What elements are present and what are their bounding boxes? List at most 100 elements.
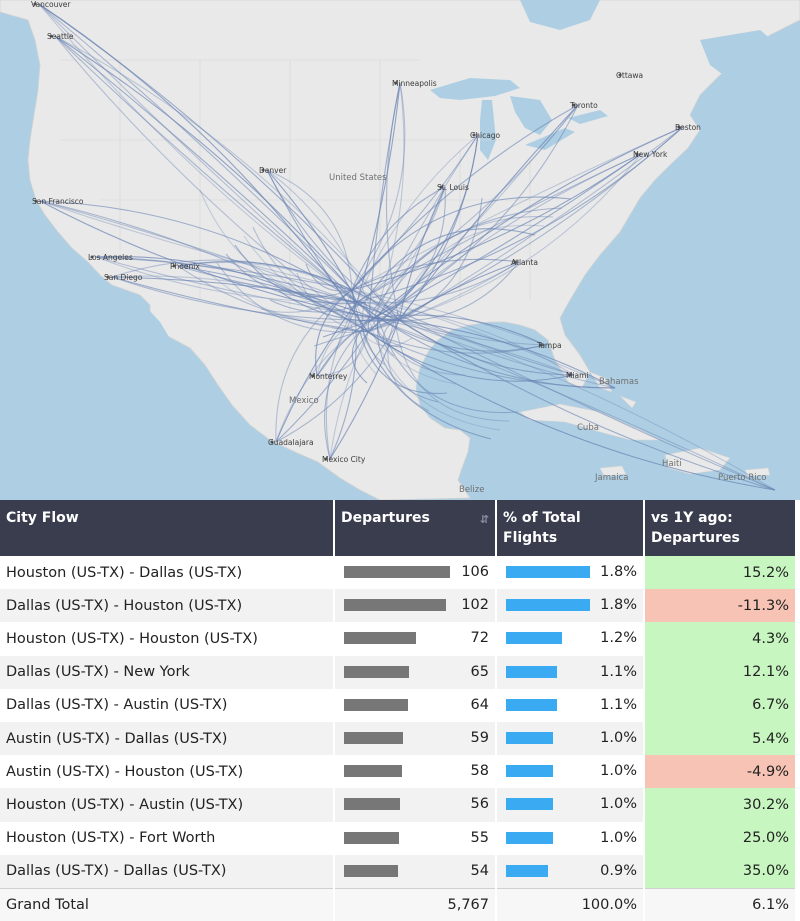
- cell-city-flow: Dallas (US-TX) - Austin (US-TX): [0, 688, 335, 722]
- city-label: Denver: [259, 166, 287, 175]
- city-label: Tampa: [536, 341, 562, 350]
- pct-bar: [506, 765, 553, 778]
- flow-line: [359, 197, 483, 333]
- departures-bar: [344, 765, 402, 778]
- flow-line: [329, 331, 369, 460]
- departures-value: 58: [470, 763, 489, 780]
- flow-line: [177, 265, 369, 333]
- cell-total-departures: 5,767: [334, 887, 497, 921]
- cell-departures: 106: [334, 556, 497, 590]
- flow-line: [349, 289, 377, 375]
- flow-line: [38, 3, 375, 319]
- city-label: New York: [633, 150, 668, 159]
- table-row[interactable]: Dallas (US-TX) - New York 65 1.1% 12.1%: [0, 655, 795, 689]
- flow-line: [356, 104, 579, 303]
- city-dot: [539, 343, 543, 347]
- flow-line: [398, 261, 520, 321]
- cell-yoy: 25.0%: [644, 821, 795, 855]
- city-dot: [394, 81, 398, 85]
- header-city-flow[interactable]: City Flow: [0, 500, 335, 556]
- cell-yoy: 12.1%: [644, 655, 795, 689]
- city-dot: [49, 34, 53, 38]
- gulf-of-california: [128, 292, 212, 412]
- departures-value: 59: [470, 730, 489, 747]
- city-dot: [311, 374, 315, 378]
- table-row[interactable]: Austin (US-TX) - Dallas (US-TX) 59 1.0% 5.4…: [0, 721, 795, 756]
- table-row[interactable]: Houston (US-TX) - Austin (US-TX) 56 1.0% 30…: [0, 788, 795, 822]
- jamaica-island: [599, 465, 627, 477]
- cell-yoy: 30.2%: [644, 788, 795, 822]
- table-row[interactable]: Houston (US-TX) - Fort Worth 55 1.0% 25.0%: [0, 821, 795, 855]
- flow-line: [313, 319, 396, 347]
- cell-departures: 55: [334, 821, 497, 855]
- departures-value: 64: [470, 696, 489, 713]
- hudson-bay-edge: [520, 0, 600, 30]
- flow-line: [373, 314, 546, 346]
- header-departures[interactable]: Departures ⇵: [334, 500, 497, 556]
- departures-value: 54: [470, 862, 489, 879]
- flow-line: [275, 317, 375, 443]
- pct-bar: [506, 665, 557, 678]
- cell-pct-total: 1.8%: [496, 556, 645, 590]
- flow-line: [373, 317, 616, 389]
- city-label: San Diego: [104, 273, 143, 282]
- flow-line: [361, 301, 386, 366]
- flow-line: [305, 263, 353, 292]
- flow-line: [367, 331, 616, 389]
- city-label: Chicago: [470, 131, 501, 140]
- flow-line: [351, 289, 776, 491]
- flow-line: [269, 299, 366, 313]
- city-dot: [572, 103, 576, 107]
- pct-bar: [506, 599, 590, 612]
- city-flow-text: Austin (US-TX) - Houston (US-TX): [6, 763, 244, 780]
- city-label: St. Louis: [437, 183, 469, 192]
- departures-value: 72: [470, 630, 489, 647]
- flow-line: [351, 289, 616, 389]
- flow-lines: [38, 3, 776, 491]
- city-dot: [34, 199, 38, 203]
- cell-departures: 54: [334, 854, 497, 889]
- flow-line: [367, 104, 579, 333]
- table-row[interactable]: Austin (US-TX) - Houston (US-TX) 58 1.0% -4…: [0, 755, 795, 789]
- flow-line: [351, 82, 406, 291]
- total-pct-value: 100.0%: [581, 897, 637, 914]
- header-pct-total[interactable]: % of Total Flights: [496, 500, 645, 556]
- city-label: Los Angeles: [88, 253, 133, 262]
- flow-line: [398, 319, 616, 389]
- city-flow-text: Dallas (US-TX) - Austin (US-TX): [6, 697, 228, 714]
- city-dot: [261, 168, 265, 172]
- city-label: Minneapolis: [392, 79, 437, 88]
- cell-departures: 102: [334, 589, 497, 623]
- flow-line: [329, 289, 357, 460]
- table-row[interactable]: Dallas (US-TX) - Dallas (US-TX) 54 0.9% 35.…: [0, 854, 795, 889]
- cell-city-flow: Dallas (US-TX) - New York: [0, 655, 335, 689]
- flow-line: [95, 255, 369, 333]
- flow-line: [373, 82, 405, 319]
- flow-line: [177, 260, 353, 291]
- header-pct-label: % of Total Flights: [503, 510, 581, 546]
- table-header-row: City Flow Departures ⇵ % of Total Flight…: [0, 500, 795, 556]
- table-row[interactable]: Houston (US-TX) - Houston (US-TX) 72 1.2% 4…: [0, 622, 795, 656]
- table-row[interactable]: Houston (US-TX) - Dallas (US-TX) 106 1.8% 1…: [0, 556, 795, 590]
- pct-bar: [506, 831, 553, 844]
- flow-line: [39, 200, 369, 333]
- flow-line: [356, 301, 776, 491]
- flow-line: [367, 186, 446, 333]
- flow-line: [398, 319, 776, 491]
- flow-line: [95, 256, 375, 319]
- departures-bar: [344, 599, 446, 612]
- table-row[interactable]: Dallas (US-TX) - Austin (US-TX) 64 1.1% 6.7…: [0, 688, 795, 722]
- pct-bar: [506, 632, 562, 645]
- lake-ontario: [568, 110, 608, 124]
- flow-line: [275, 301, 358, 443]
- cell-yoy: 5.4%: [644, 721, 795, 756]
- flow-line: [351, 289, 546, 346]
- flow-line: [266, 169, 358, 303]
- header-vs-1y-ago[interactable]: vs 1Y ago: Departures: [644, 500, 795, 556]
- city-dot: [472, 133, 476, 137]
- pct-value: 1.1%: [600, 663, 637, 680]
- sort-icon[interactable]: ⇵: [479, 513, 489, 526]
- cell-yoy: -4.9%: [644, 755, 795, 789]
- table-row[interactable]: Dallas (US-TX) - Houston (US-TX) 102 1.8% -…: [0, 589, 795, 623]
- city-dot: [33, 2, 37, 6]
